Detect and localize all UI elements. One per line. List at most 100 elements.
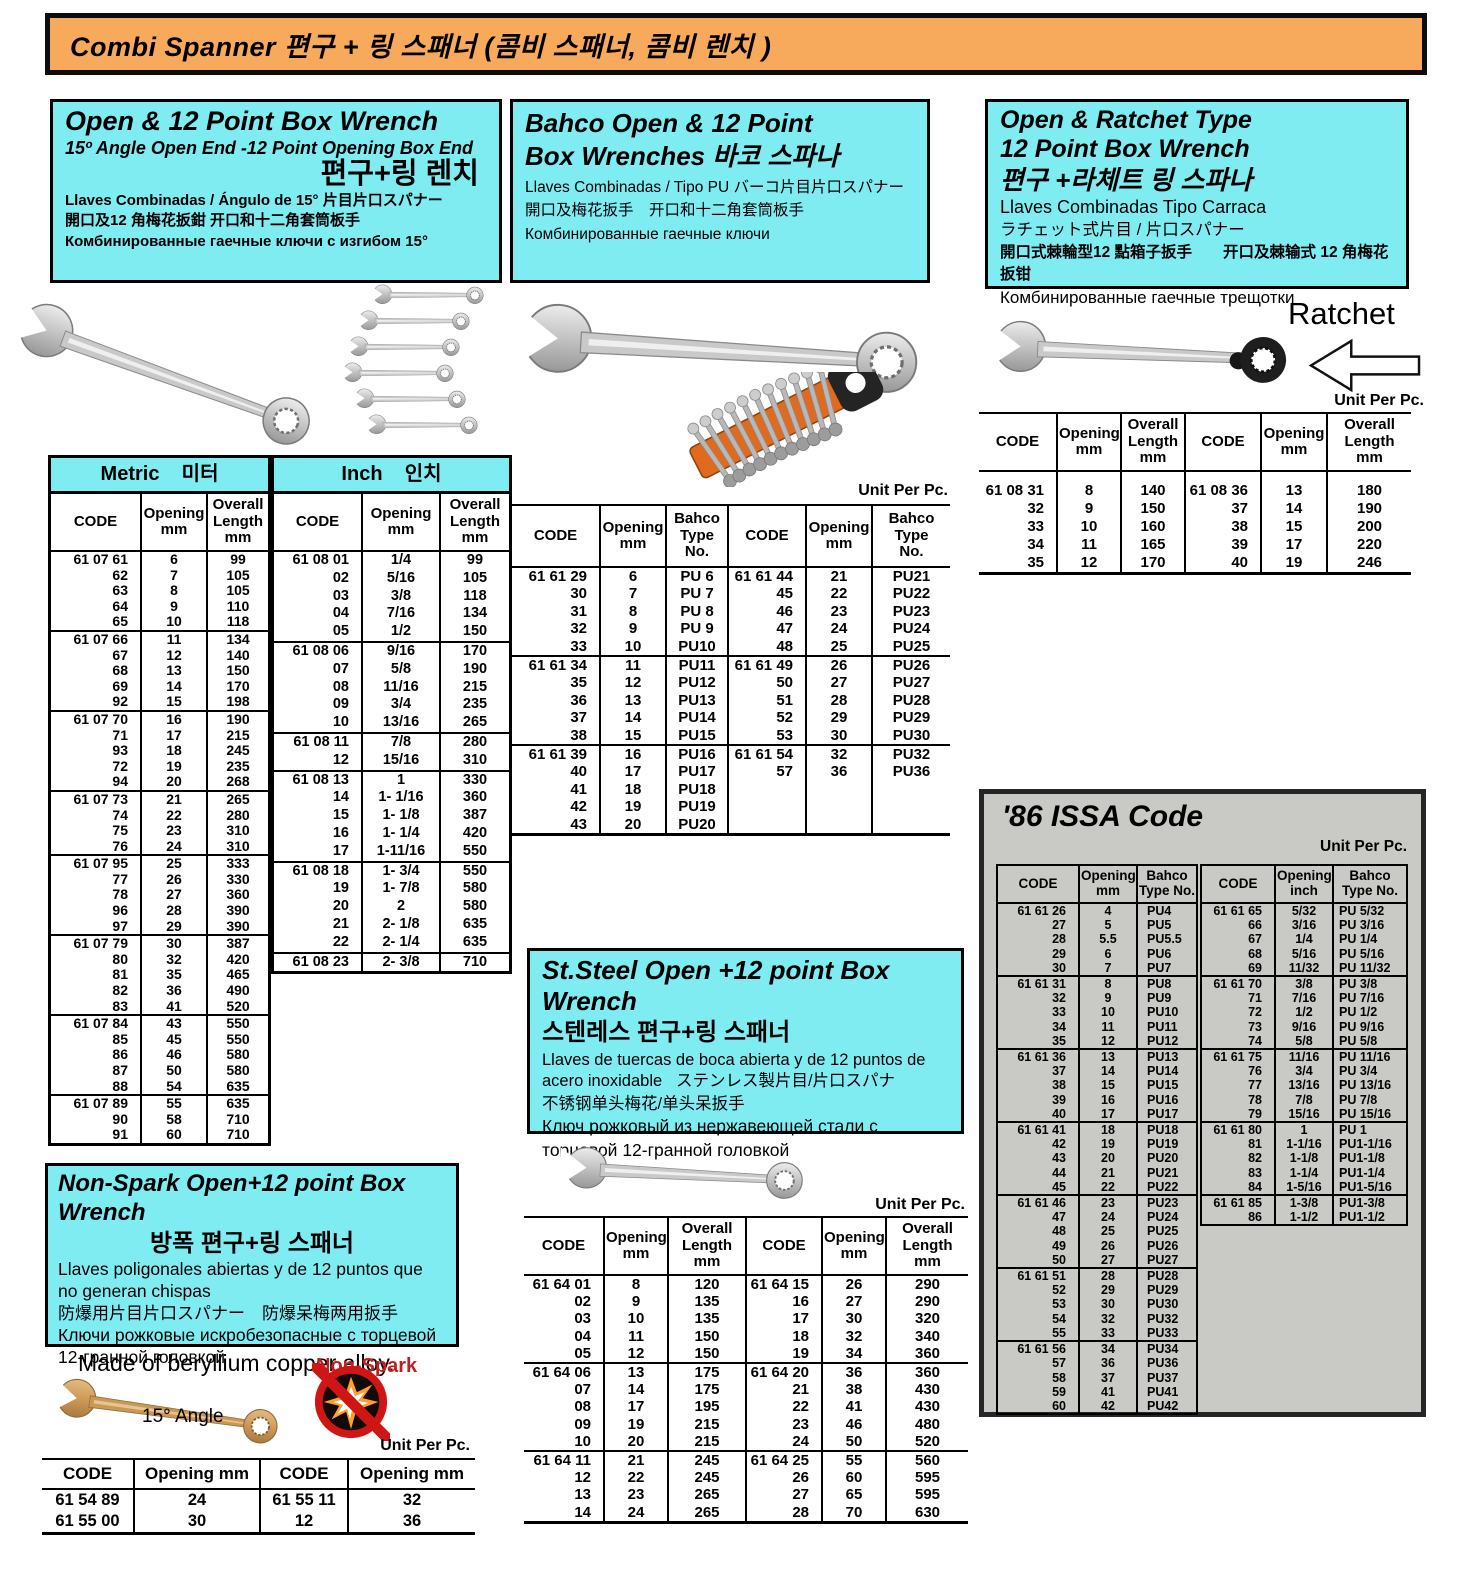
table-cell: 66 [1248,918,1262,933]
table-cell: PU10 [665,637,728,657]
table-cell: 32 [1027,500,1044,517]
table-cell: 61 08 18 [292,862,349,879]
table-row: 61 07 79 30 387 [51,935,268,952]
table-cell: 29 [805,709,872,727]
table-cell: 11/16 [361,678,440,697]
table-cell: 92 [112,694,128,710]
section-ratchet-header: Open & Ratchet Type 12 Point Box Wrench … [985,99,1409,307]
table-cell: 73 [1248,1019,1262,1034]
table-row: 50 27 PU27 [997,1252,1197,1269]
table-row: 91 60 710 [51,1127,268,1143]
table-cell: 61 61 56 [1017,1342,1066,1357]
data-table: CODE Opening mm Bahco Type No. CODE Opening … [512,504,950,837]
table-row: 61 64 11 21 245 61 64 25 55 560 [524,1451,968,1470]
table-cell: 74 [1248,1033,1262,1048]
table-cell: 150 [667,1327,746,1345]
table-cell: 10 [140,614,207,631]
table-cell: 38 [1184,518,1261,536]
table-row: 04 7/16 134 [274,605,509,624]
ratchet-table: CODE Opening mm Overall Length mm CODE Openi… [979,412,1411,575]
table-row: 04 11 150 18 32 340 [524,1327,968,1345]
table-cell: 20 [1078,1151,1137,1166]
table-cell: 58 [140,1111,207,1128]
table-row: 84 1-5/16 PU1-5/16 [1201,1179,1407,1196]
table-cell: PU22 [871,585,950,603]
table-cell: PU20 [1136,1151,1197,1166]
table-cell: 170 [439,641,509,661]
table-row: 96 28 390 [51,903,268,919]
table-cell: 17 [332,842,349,859]
section-line-es: Llaves Combinadas Tipo Carraca [1000,197,1267,217]
table-row: 61 07 61 6 99 [51,551,268,568]
table-cell: 6 [599,567,666,586]
table-cell: 19 [332,880,349,897]
table-cell: 69 [1248,960,1262,975]
table-cell: 20 [603,1432,668,1452]
table-cell: 33 [1078,1325,1137,1342]
table-row: 20 2 580 [274,898,509,916]
table-cell: 1- 1/4 [361,824,440,843]
table-cell: 430 [885,1398,968,1416]
table-cell: PU 15/16 [1332,1106,1407,1123]
table-cell: 20 [599,815,666,835]
table-row: 86 46 580 [51,1047,268,1063]
table-cell: 57 [1052,1356,1066,1371]
table-cell: 118 [439,587,509,606]
table-cell: 310 [206,823,268,839]
section-title2: Box Wrenches 바코 스파나 [525,140,840,171]
table-cell: 26 [1078,1238,1137,1253]
table-cell: 23 [745,1415,822,1433]
table-cell: 21 [140,790,207,808]
table-cell: 20 [332,898,349,915]
issa-tables: CODE Opening mm Bahco Type No. 61 61 26 4 PU4… [996,864,1408,1416]
table-cell: 220 [1326,536,1411,554]
table-cell: 09 [574,1415,591,1433]
table-cell: PU10 [1136,1005,1197,1020]
table-cell: 330 [206,871,268,888]
table-cell: 150 [1120,500,1185,518]
table-cell: 32 [821,1327,886,1345]
table-cell: 21 [603,1451,668,1470]
table-cell: 1-5/16 [1274,1179,1333,1196]
table-cell: 78 [112,887,128,903]
table-cell: 5/8 [1274,1033,1333,1050]
table-cell: 15 [1078,1078,1137,1093]
table-cell: PU1-1/4 [1332,1165,1407,1180]
table-cell: 72 [1248,1005,1262,1020]
section-line-es: Llaves Combinadas / Tipo PU バーコ片目片口スパナー [525,179,904,196]
table-cell: 12 [599,674,666,692]
section-line-jp: ラチェット式片目 / 片口スパナー [1000,220,1245,239]
table-cell: 3/16 [1274,918,1333,933]
table-row: 85 45 550 [51,1031,268,1048]
table-cell: 7 [140,567,207,584]
column-header: Bahco Type No. [1136,865,1197,904]
table-cell: 7/16 [1274,991,1333,1006]
table-cell: 57 [727,763,806,781]
table-cell: PU 11/32 [1332,960,1407,977]
table-row: 29 6 PU6 [997,946,1197,961]
table-cell: 280 [206,807,268,824]
table-cell: 265 [206,790,268,808]
table-cell: 59 [1052,1384,1066,1399]
table-cell: 198 [206,694,268,711]
table-cell: 9 [140,598,207,615]
section-title: Open & 12 Point Box Wrench [65,106,439,136]
table-cell: 22 [805,585,872,603]
table-cell: 26 [805,656,872,675]
column-header: CODE [51,494,141,552]
table-cell: 246 [1326,554,1411,574]
table-cell: PU20 [665,815,728,835]
table-row: 12 15/16 310 [274,751,509,771]
table-cell: 23 [603,1486,668,1504]
table-cell: 29 [1052,946,1066,961]
column-header: CODE [745,1217,822,1276]
section-line-ru: Ключи рожковые искробезопасные с торцево… [58,1324,437,1367]
table-cell: 61 07 79 [73,935,129,952]
data-table: CODE Opening mm Overall Length mm 61 07 61 6… [51,494,268,1143]
table-cell: 61 61 65 [1213,904,1262,918]
table-row: 66 3/16 PU 3/16 [1201,918,1407,933]
table-cell: 61 54 89 [55,1491,120,1509]
table-cell: 420 [206,951,268,968]
table-cell: 85 [112,1031,128,1047]
table-cell: 18 [745,1327,822,1345]
